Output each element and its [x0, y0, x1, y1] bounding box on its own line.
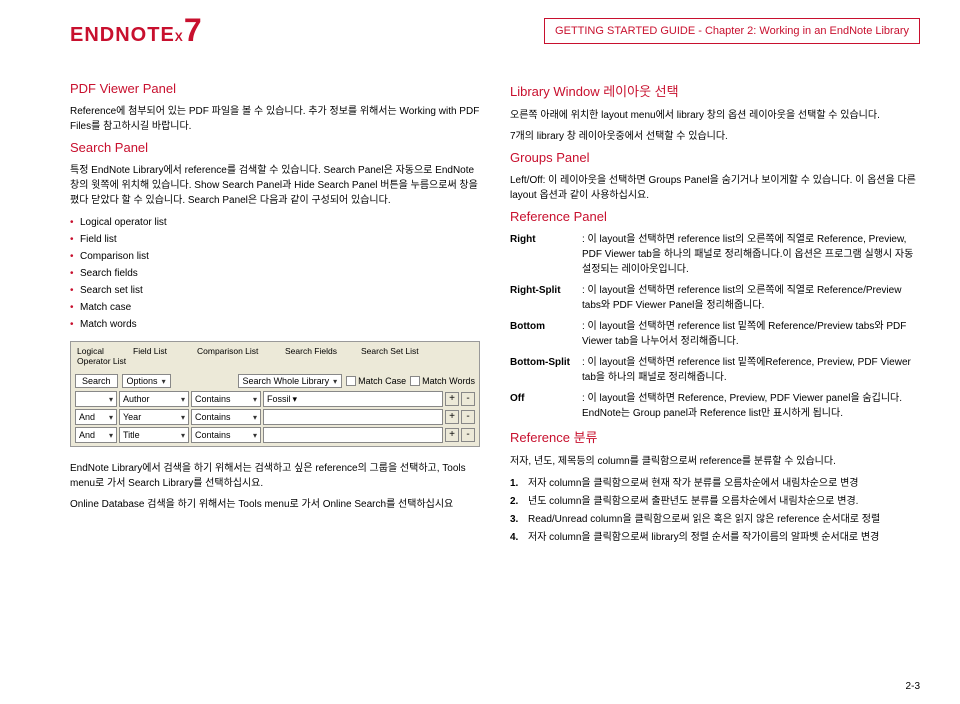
layout-option-row: Bottom : 이 layout을 선택하면 reference list 밑…	[510, 319, 920, 349]
pdf-viewer-body: Reference에 첨부되어 있는 PDF 파일을 볼 수 있습니다. 추가 …	[70, 104, 480, 134]
operator-dropdown[interactable]: And	[75, 427, 117, 443]
sp-label: Comparison List	[197, 346, 281, 366]
search-value-input[interactable]: Fossil▾	[263, 391, 443, 407]
bullet-item: Field list	[70, 231, 480, 248]
field-dropdown[interactable]: Title	[119, 427, 189, 443]
comparison-dropdown[interactable]: Contains	[191, 409, 261, 425]
bullet-item: Comparison list	[70, 248, 480, 265]
left-column: PDF Viewer Panel Reference에 첨부되어 있는 PDF …	[70, 77, 480, 553]
search-instruction-2: Online Database 검색을 하기 위해서는 Tools menu로 …	[70, 497, 480, 512]
search-panel-body: 특정 EndNote Library에서 reference를 검색할 수 있습…	[70, 163, 480, 208]
match-case-checkbox[interactable]: Match Case	[346, 376, 406, 386]
search-value-input[interactable]	[263, 409, 443, 425]
comparison-dropdown[interactable]: Contains	[191, 427, 261, 443]
sort-step: 4.저자 column을 클릭함으로써 library의 정렬 순서를 작가이름…	[510, 529, 920, 547]
sp-label: Field List	[133, 346, 193, 366]
layout-desc: : 이 layout을 선택하면 reference list의 오른쪽에 직열…	[582, 232, 920, 277]
bullet-item: Search set list	[70, 282, 480, 299]
search-row: And Title Contains + -	[73, 426, 477, 444]
right-column: Library Window 레이아웃 선택 오른쪽 아래에 위치한 layou…	[510, 77, 920, 553]
layout-heading: Library Window 레이아웃 선택	[510, 81, 920, 100]
bullet-item: Match words	[70, 316, 480, 333]
search-panel-screenshot: Logical Operator List Field List Compari…	[70, 341, 480, 447]
step-text: 년도 column을 클릭함으로써 출판년도 분류를 오름차순에서 내림차순으로…	[528, 493, 858, 511]
groups-panel-body: Left/Off: 이 레이아웃을 선택하면 Groups Panel을 숨기거…	[510, 173, 920, 203]
step-number: 2.	[510, 493, 528, 511]
search-scope-dropdown[interactable]: Search Whole Library	[238, 374, 343, 388]
layout-desc: : 이 layout을 선택하면 reference list 밑쪽에 Refe…	[582, 319, 920, 349]
logo-text: ENDNOTE	[70, 24, 175, 47]
search-value-input[interactable]	[263, 427, 443, 443]
field-dropdown[interactable]: Author	[119, 391, 189, 407]
layout-term: Right-Split	[510, 283, 582, 313]
add-row-button[interactable]: +	[445, 428, 459, 442]
reference-panel-heading: Reference Panel	[510, 209, 920, 224]
step-text: 저자 column을 클릭함으로써 현재 작가 분류를 오름차순에서 내림차순으…	[528, 475, 858, 493]
step-number: 4.	[510, 529, 528, 547]
field-dropdown[interactable]: Year	[119, 409, 189, 425]
sort-step: 3.Read/Unread column을 클릭함으로써 읽은 혹은 읽지 않은…	[510, 511, 920, 529]
page-number: 2-3	[906, 681, 920, 692]
search-row: Author Contains Fossil▾ + -	[73, 390, 477, 408]
sp-label: Search Fields	[285, 346, 357, 366]
reference-sort-body: 저자, 년도, 제목등의 column를 클릭함으로써 reference를 분…	[510, 454, 920, 469]
bullet-item: Match case	[70, 299, 480, 316]
bullet-item: Search fields	[70, 265, 480, 282]
layout-option-row: Right : 이 layout을 선택하면 reference list의 오…	[510, 232, 920, 277]
step-text: 저자 column을 클릭함으로써 library의 정렬 순서를 작가이름의 …	[528, 529, 879, 547]
endnote-logo: ENDNOTE X 7	[70, 12, 203, 49]
options-dropdown[interactable]: Options	[122, 374, 171, 388]
search-row: And Year Contains + -	[73, 408, 477, 426]
logo-7: 7	[184, 12, 203, 49]
layout-option-row: Right-Split : 이 layout을 선택하면 reference l…	[510, 283, 920, 313]
sp-label: Logical Operator List	[77, 346, 129, 366]
search-instruction-1: EndNote Library에서 검색을 하기 위해서는 검색하고 싶은 re…	[70, 461, 480, 491]
layout-body-2: 7개의 library 창 레이아웃중에서 선택할 수 있습니다.	[510, 129, 920, 144]
match-words-checkbox[interactable]: Match Words	[410, 376, 475, 386]
layout-term: Bottom	[510, 319, 582, 349]
sort-step: 1.저자 column을 클릭함으로써 현재 작가 분류를 오름차순에서 내림차…	[510, 475, 920, 493]
groups-panel-heading: Groups Panel	[510, 150, 920, 165]
layout-option-row: Off : 이 layout을 선택하면 Reference, Preview,…	[510, 391, 920, 421]
layout-desc: : 이 layout을 선택하면 reference list 밑쪽에Refer…	[582, 355, 920, 385]
pdf-viewer-heading: PDF Viewer Panel	[70, 81, 480, 96]
add-row-button[interactable]: +	[445, 392, 459, 406]
bullet-item: Logical operator list	[70, 214, 480, 231]
layout-option-row: Bottom-Split : 이 layout을 선택하면 reference …	[510, 355, 920, 385]
operator-dropdown[interactable]	[75, 391, 117, 407]
sort-step: 2.년도 column을 클릭함으로써 출판년도 분류를 오름차순에서 내림차순…	[510, 493, 920, 511]
sort-steps: 1.저자 column을 클릭함으로써 현재 작가 분류를 오름차순에서 내림차…	[510, 475, 920, 547]
search-panel-heading: Search Panel	[70, 140, 480, 155]
layout-term: Right	[510, 232, 582, 277]
layout-body-1: 오른쪽 아래에 위치한 layout menu에서 library 창의 옵션 …	[510, 108, 920, 123]
step-number: 3.	[510, 511, 528, 529]
checkbox-label: Match Case	[358, 376, 406, 386]
logo-x: X	[175, 30, 184, 44]
search-button[interactable]: Search	[75, 374, 118, 388]
search-value: Fossil	[267, 394, 291, 404]
add-row-button[interactable]: +	[445, 410, 459, 424]
step-number: 1.	[510, 475, 528, 493]
checkbox-label: Match Words	[422, 376, 475, 386]
operator-dropdown[interactable]: And	[75, 409, 117, 425]
remove-row-button[interactable]: -	[461, 392, 475, 406]
layout-desc: : 이 layout을 선택하면 reference list의 오른쪽에 직열…	[582, 283, 920, 313]
layout-desc: : 이 layout을 선택하면 Reference, Preview, PDF…	[582, 391, 920, 421]
search-panel-bullets: Logical operator list Field list Compari…	[70, 214, 480, 333]
remove-row-button[interactable]: -	[461, 410, 475, 424]
layout-term: Bottom-Split	[510, 355, 582, 385]
remove-row-button[interactable]: -	[461, 428, 475, 442]
reference-sort-heading: Reference 분류	[510, 427, 920, 446]
layout-term: Off	[510, 391, 582, 421]
sp-toolbar: Search Options Search Whole Library Matc…	[73, 372, 477, 390]
sp-column-labels: Logical Operator List Field List Compari…	[73, 344, 477, 372]
sp-label: Search Set List	[361, 346, 473, 366]
comparison-dropdown[interactable]: Contains	[191, 391, 261, 407]
chapter-title: GETTING STARTED GUIDE - Chapter 2: Worki…	[544, 18, 920, 44]
step-text: Read/Unread column을 클릭함으로써 읽은 혹은 읽지 않은 r…	[528, 511, 880, 529]
